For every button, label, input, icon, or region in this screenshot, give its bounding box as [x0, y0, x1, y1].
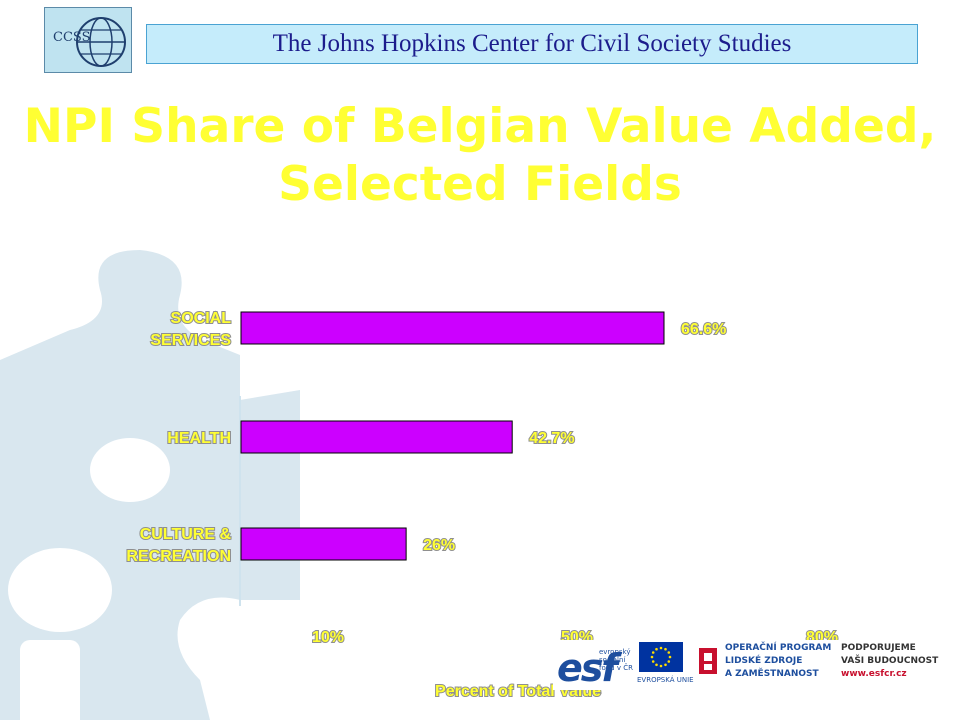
op-logo-icon: [699, 648, 717, 674]
category-label-1: HEALTH: [167, 430, 231, 447]
category-label-0: SOCIAL: [171, 310, 232, 327]
x-tick-label-0: 10%: [312, 629, 344, 646]
eu-star: [659, 646, 663, 650]
bar-1: [240, 420, 513, 454]
eu-star: [664, 647, 667, 651]
globe-icon: [76, 17, 126, 67]
support-url: www.esfcr.cz: [841, 669, 907, 679]
eu-star: [667, 651, 671, 654]
eu-star: [655, 663, 658, 667]
page-title: NPI Share of Belgian Value Added, Select…: [0, 98, 960, 214]
eu-star: [664, 663, 667, 667]
esf-caption-line: sociální: [599, 656, 626, 664]
op-line: A ZAMĚSTNANOST: [725, 669, 819, 679]
support-line: PODPORUJEME: [841, 643, 916, 653]
bar-0: [240, 311, 665, 345]
title-line-2: Selected Fields: [278, 157, 682, 212]
esf-caption-line: evropský: [599, 648, 631, 656]
footer-logos: esf evropský sociální fond v ČR EVROPSKÁ…: [553, 640, 953, 690]
header-banner: The Johns Hopkins Center for Civil Socie…: [146, 24, 918, 64]
esf-caption-line: fond v ČR: [599, 664, 633, 672]
category-label-0: SERVICES: [150, 332, 231, 349]
bar-2: [240, 527, 407, 561]
category-label-2: RECREATION: [126, 548, 231, 565]
esf-caption: evropský sociální fond v ČR: [599, 648, 633, 672]
category-label-2: CULTURE &: [140, 526, 232, 543]
eu-star: [668, 655, 672, 659]
eu-star: [651, 651, 655, 654]
eu-star: [667, 660, 671, 663]
eu-star: [659, 664, 663, 668]
eu-flag-icon: [639, 642, 683, 672]
op-line: LIDSKÉ ZDROJE: [725, 656, 803, 666]
eu-star: [655, 647, 658, 651]
ccss-logo: CCSS: [44, 7, 132, 73]
op-line: OPERAČNÍ PROGRAM: [725, 643, 832, 653]
data-label-1: 42.7%: [529, 430, 574, 447]
support-text: PODPORUJEME VAŠI BUDOUCNOST www.esfcr.cz: [841, 642, 938, 681]
data-label-0: 66.6%: [681, 321, 726, 338]
eu-star: [650, 655, 654, 659]
esf-logo: esf: [557, 646, 618, 690]
data-label-2: 26%: [423, 537, 455, 554]
support-line: VAŠI BUDOUCNOST: [841, 656, 939, 666]
eu-label: EVROPSKÁ UNIE: [637, 676, 694, 684]
eu-star: [651, 660, 655, 663]
op-program-text: OPERAČNÍ PROGRAM LIDSKÉ ZDROJE A ZAMĚSTN…: [725, 642, 831, 681]
title-line-1: NPI Share of Belgian Value Added,: [23, 99, 937, 154]
